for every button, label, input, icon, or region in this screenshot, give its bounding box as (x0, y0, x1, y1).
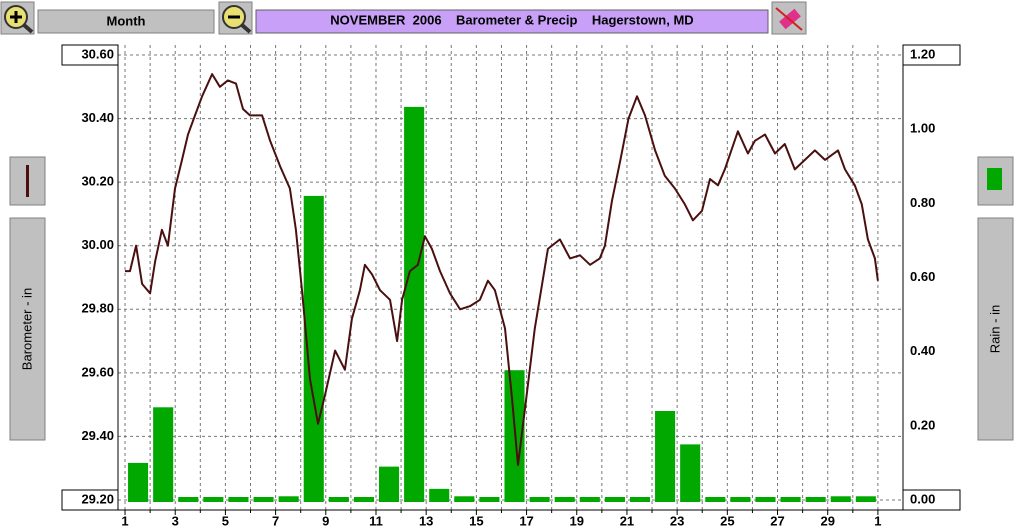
y-tick-label: 29.40 (81, 428, 114, 443)
x-tick-label: 29 (820, 513, 834, 528)
x-tick-label: 1 (121, 513, 128, 528)
bar (378, 466, 400, 502)
y-tick-label: 30.40 (81, 110, 114, 125)
x-tick-label: 9 (322, 513, 329, 528)
x-tick-label: 17 (519, 513, 533, 528)
y2-tick-label: 1.00 (910, 121, 935, 136)
x-tick-label: 27 (770, 513, 784, 528)
bar (178, 497, 199, 502)
bar (253, 497, 274, 502)
y-label-panel (9, 217, 46, 441)
x-tick-label: 5 (222, 513, 229, 528)
y2-tick-label: 0.60 (910, 269, 935, 284)
period-button[interactable]: Month (37, 9, 215, 34)
y-tick-label: 29.20 (81, 491, 114, 506)
bar (128, 462, 149, 502)
bar (353, 497, 374, 502)
y-tick-label: 30.60 (81, 46, 114, 61)
bar (855, 496, 876, 502)
zoom-out-button[interactable] (218, 1, 253, 35)
y-tick-label: 30.20 (81, 174, 114, 189)
y2-axis-label: Rain - in (987, 305, 1002, 353)
eraser-button[interactable] (771, 1, 807, 35)
x-tick-label: 15 (469, 513, 483, 528)
y2-tick-label: 0.20 (910, 417, 935, 432)
bar (805, 497, 826, 502)
x-tick-label: 7 (272, 513, 279, 528)
x-tick-label: 21 (620, 513, 634, 528)
bar (479, 497, 500, 502)
bar (604, 497, 625, 502)
chart-title: NOVEMBER 2006 Barometer & Precip Hagerst… (330, 12, 693, 27)
bar (203, 497, 224, 502)
bar (153, 407, 174, 502)
bar (454, 496, 475, 502)
bar (529, 497, 550, 502)
x-tick-label: 25 (720, 513, 734, 528)
y2-tick-label: 0.40 (910, 343, 935, 358)
bar (705, 497, 726, 502)
bar (328, 497, 349, 502)
bar (730, 497, 751, 502)
bar (278, 496, 299, 502)
y2-tick-box (902, 489, 961, 511)
barometer-line (125, 73, 879, 466)
bar (680, 444, 701, 502)
title-bar (255, 9, 769, 34)
bar (303, 195, 324, 502)
y-tick-box (61, 489, 119, 511)
y-tick-label: 29.80 (81, 301, 114, 316)
y-tick-label: 30.00 (81, 237, 114, 252)
y-tick-box (61, 44, 119, 66)
x-tick-label: 3 (172, 513, 179, 528)
bar (429, 488, 450, 502)
bar (830, 496, 851, 502)
line-legend-swatch[interactable] (9, 156, 46, 206)
zoom-in-button[interactable] (0, 1, 35, 35)
y2-label-panel (977, 217, 1014, 441)
y2-tick-label: 0.80 (910, 195, 935, 210)
bar (655, 411, 676, 502)
y2-tick-label: 0.00 (910, 491, 935, 506)
y-tick-label: 29.60 (81, 364, 114, 379)
bar-legend-swatch[interactable] (977, 156, 1014, 206)
bar (228, 497, 249, 502)
period-label: Month (107, 13, 146, 28)
x-tick-label: 13 (419, 513, 433, 528)
x-tick-label: 23 (670, 513, 684, 528)
bar (554, 497, 575, 502)
x-tick-label: 19 (570, 513, 584, 528)
bar (579, 497, 600, 502)
y2-tick-box (902, 44, 961, 66)
y-axis-label: Barometer - in (19, 288, 34, 370)
y2-tick-label: 1.20 (910, 46, 935, 61)
bar (404, 106, 425, 503)
bar (629, 497, 651, 502)
x-tick-label: 1 (874, 513, 881, 528)
x-tick-label: 11 (369, 513, 383, 528)
bar (755, 497, 776, 502)
bar (780, 497, 801, 502)
